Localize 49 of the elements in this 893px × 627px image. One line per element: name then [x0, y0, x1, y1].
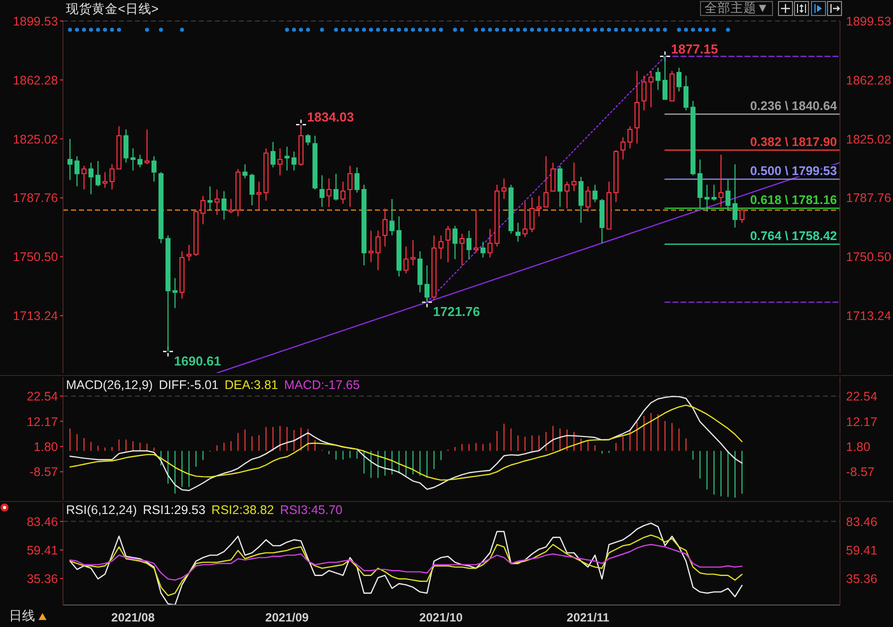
y2-tick-label: 1713.24: [846, 309, 892, 324]
text: DEA:3.81: [224, 378, 278, 392]
y-tick-label: 1825.02: [12, 132, 58, 146]
annotation: 1721.76: [433, 304, 480, 320]
text: RSI1:29.53: [142, 503, 206, 517]
series-label: 0.236 \ 1840.64: [750, 99, 838, 114]
y2-tick-label: 1825.02: [846, 132, 892, 146]
y2-tick-label: 59.41: [846, 543, 878, 558]
text: MACD:-17.65: [284, 378, 360, 392]
y2-tick-label: 35.36: [846, 572, 878, 586]
annotation: 1690.61: [174, 353, 221, 368]
x-tick-label: 2021/09: [265, 610, 310, 625]
y2-tick-label: 1899.53: [846, 14, 892, 28]
x-tick-label: 2021/08: [111, 610, 156, 625]
y-tick-label: 1750.50: [12, 250, 58, 264]
text: DIFF:-5.01: [158, 378, 219, 392]
text: 日线: [9, 608, 35, 623]
annotation: 1834.03: [307, 110, 354, 125]
y-tick-label: 1713.24: [12, 309, 58, 324]
x-tick-label: 2021/11: [566, 610, 610, 625]
y-tick-label: 22.54: [26, 390, 58, 404]
annotation: 1877.15: [671, 41, 718, 56]
y2-tick-label: 1787.76: [846, 191, 892, 206]
y2-tick-label: -8.57: [846, 465, 875, 480]
y2-tick-label: 12.17: [846, 414, 878, 429]
y2-tick-label: 22.54: [846, 390, 878, 404]
text: RSI2:38.82: [211, 503, 274, 517]
y-tick-label: 1899.53: [12, 14, 58, 28]
y2-tick-label: 1750.50: [846, 250, 892, 264]
y-tick-label: 1862.28: [12, 73, 58, 88]
chart-title: 现货黄金<日线>: [66, 1, 159, 18]
series-label: 0.764 \ 1758.42: [750, 229, 838, 244]
y-tick-label: 12.17: [26, 414, 58, 429]
y-tick-label: -8.57: [30, 465, 58, 480]
chart-title: MACD(26,12,9): [66, 378, 153, 392]
y-tick-label: 1787.76: [12, 191, 58, 206]
y-tick-label: 83.46: [26, 514, 58, 529]
y2-tick-label: 1862.28: [846, 73, 892, 88]
y2-tick-label: 1.80: [846, 440, 870, 454]
y-tick-label: 59.41: [26, 543, 58, 558]
text: 全部主题▼: [704, 1, 769, 15]
text: RSI3:45.70: [280, 503, 343, 517]
series-label: 0.618 \ 1781.16: [750, 193, 838, 208]
y-tick-label: 35.36: [26, 572, 58, 586]
x-tick-label: 2021/10: [419, 610, 464, 625]
y2-tick-label: 83.46: [846, 514, 878, 529]
chart-title: RSI(6,12,24): [66, 503, 137, 517]
series-label: 0.382 \ 1817.90: [750, 135, 838, 150]
y-tick-label: 1.80: [34, 440, 58, 454]
